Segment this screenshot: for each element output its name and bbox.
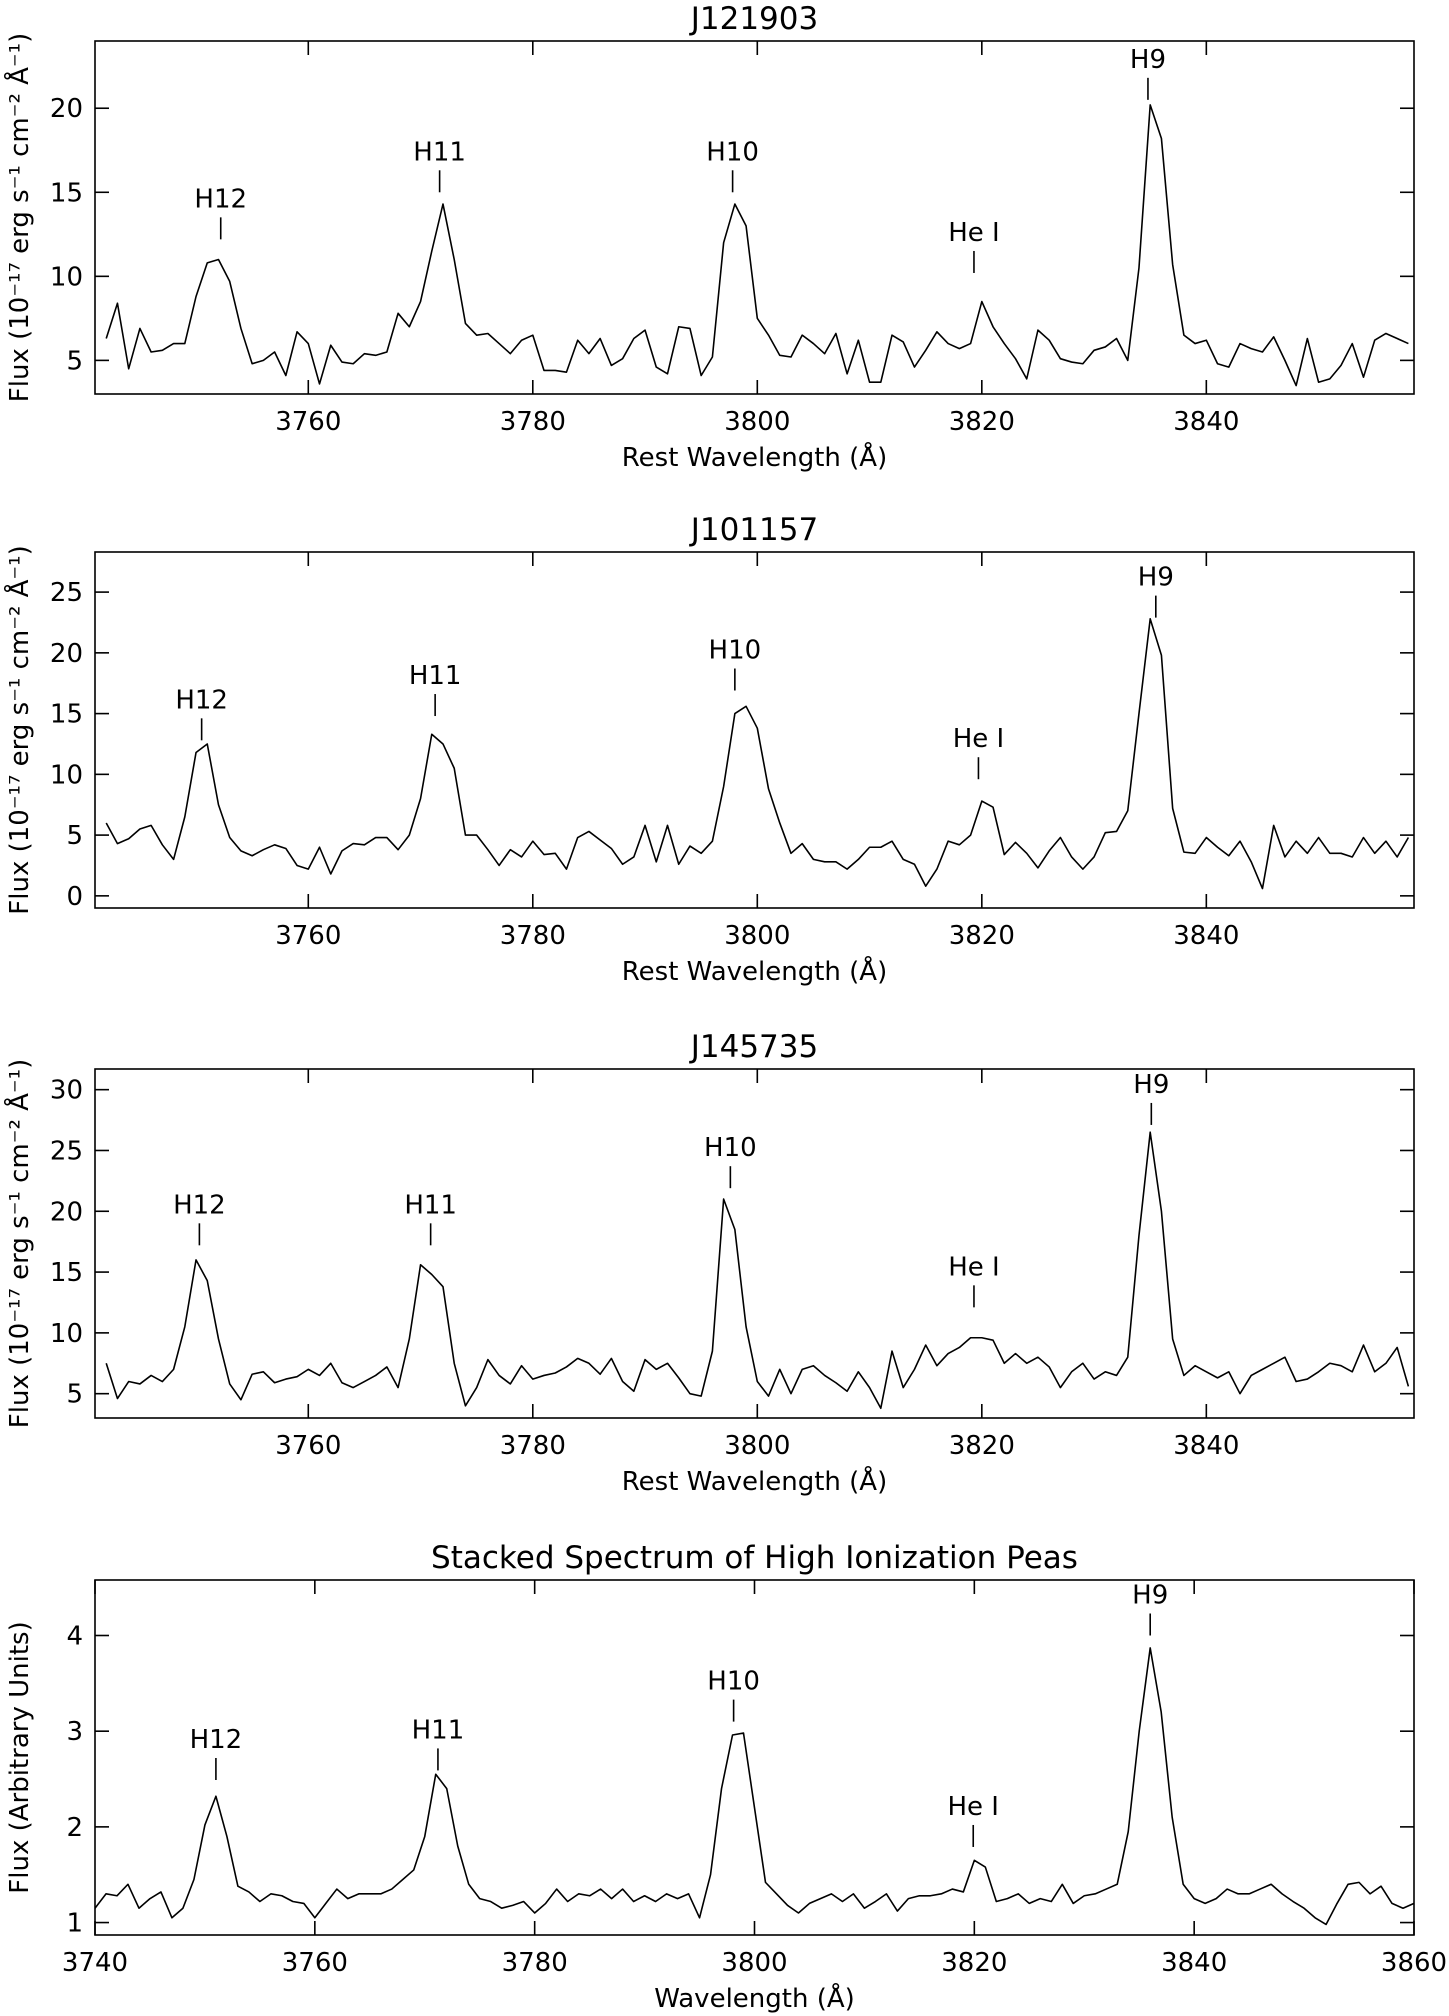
y-axis-label: Flux (10⁻¹⁷ erg s⁻¹ cm⁻² Å⁻¹) [3,33,35,402]
y-tick-label: 5 [66,346,83,376]
x-tick-label: 3780 [500,921,566,951]
x-tick-label: 3840 [1173,921,1239,951]
x-tick-label: 3800 [724,921,790,951]
x-tick-label: 3820 [949,921,1015,951]
x-tick-label: 3760 [275,921,341,951]
x-axis-label: Rest Wavelength (Å) [622,1465,887,1497]
y-tick-label: 10 [50,1319,83,1349]
x-axis-label: Rest Wavelength (Å) [622,441,887,473]
line-label: H10 [704,1133,757,1163]
x-tick-label: 3760 [275,1431,341,1461]
x-tick-label: 3760 [282,1948,348,1978]
y-tick-label: 10 [50,760,83,790]
plot-frame [94,1579,1415,1936]
y-tick-label: 10 [50,262,83,292]
chart-title: Stacked Spectrum of High Ionization Peas [431,1540,1078,1576]
line-label: He I [948,1252,999,1282]
line-label: H11 [404,1190,457,1220]
y-tick-label: 30 [50,1076,83,1106]
chart-title: J121903 [689,1,818,37]
x-axis-label: Wavelength (Å) [654,1982,855,2014]
y-tick-label: 1 [66,1909,83,1939]
line-label: He I [953,724,1004,754]
x-tick-label: 3780 [500,407,566,437]
x-tick-label: 3800 [721,1948,787,1978]
line-label: H11 [413,137,466,167]
line-label: H9 [1132,1580,1168,1610]
y-tick-label: 5 [66,821,83,851]
y-tick-label: 15 [50,700,83,730]
x-tick-label: 3740 [62,1948,128,1978]
y-tick-label: 5 [66,1380,83,1410]
y-tick-label: 15 [50,178,83,208]
spectrum-line [94,1647,1415,1926]
x-axis-label: Rest Wavelength (Å) [622,955,887,987]
x-tick-label: 3760 [275,407,341,437]
chart-title: J145735 [689,1029,818,1065]
line-label: H12 [190,1725,243,1755]
x-tick-label: 3780 [500,1431,566,1461]
y-tick-label: 4 [66,1621,83,1651]
y-axis-label: Flux (Arbitrary Units) [5,1621,35,1893]
line-label: He I [947,1792,998,1822]
spectrum-line [105,618,1410,890]
line-label: H12 [194,184,247,214]
x-tick-label: 3780 [502,1948,568,1978]
x-tick-label: 3820 [941,1948,1007,1978]
line-label: H9 [1130,45,1166,75]
chart-title: J101157 [689,512,818,548]
line-label: H9 [1138,563,1174,593]
line-label: H12 [173,1190,226,1220]
x-tick-label: 3860 [1381,1948,1447,1978]
line-label: H10 [707,1667,760,1697]
spectrum-line [105,1131,1410,1410]
x-tick-label: 3840 [1161,1948,1227,1978]
line-label: H10 [706,137,759,167]
line-label: H12 [175,685,228,715]
y-axis-label: Flux (10⁻¹⁷ erg s⁻¹ cm⁻² Å⁻¹) [3,545,35,914]
x-tick-label: 3840 [1173,407,1239,437]
y-tick-label: 25 [50,1136,83,1166]
line-label: He I [948,218,999,248]
line-label: H11 [412,1715,465,1745]
y-tick-label: 3 [66,1717,83,1747]
x-tick-label: 3820 [949,407,1015,437]
plot-frame [94,1068,1415,1419]
y-tick-label: 2 [66,1813,83,1843]
plot-frame [94,40,1415,395]
line-label: H9 [1133,1070,1169,1100]
y-tick-label: 20 [50,639,83,669]
y-tick-label: 0 [66,882,83,912]
y-axis-label: Flux (10⁻¹⁷ erg s⁻¹ cm⁻² Å⁻¹) [3,1059,35,1428]
y-tick-label: 20 [50,1197,83,1227]
line-label: H10 [709,636,762,666]
y-tick-label: 20 [50,94,83,124]
y-tick-label: 15 [50,1258,83,1288]
plot-frame [94,551,1415,909]
y-tick-label: 25 [50,578,83,608]
line-label: H11 [409,661,462,691]
x-tick-label: 3820 [949,1431,1015,1461]
spectrum-line [105,104,1409,387]
x-tick-label: 3800 [724,407,790,437]
x-tick-label: 3800 [724,1431,790,1461]
x-tick-label: 3840 [1173,1431,1239,1461]
